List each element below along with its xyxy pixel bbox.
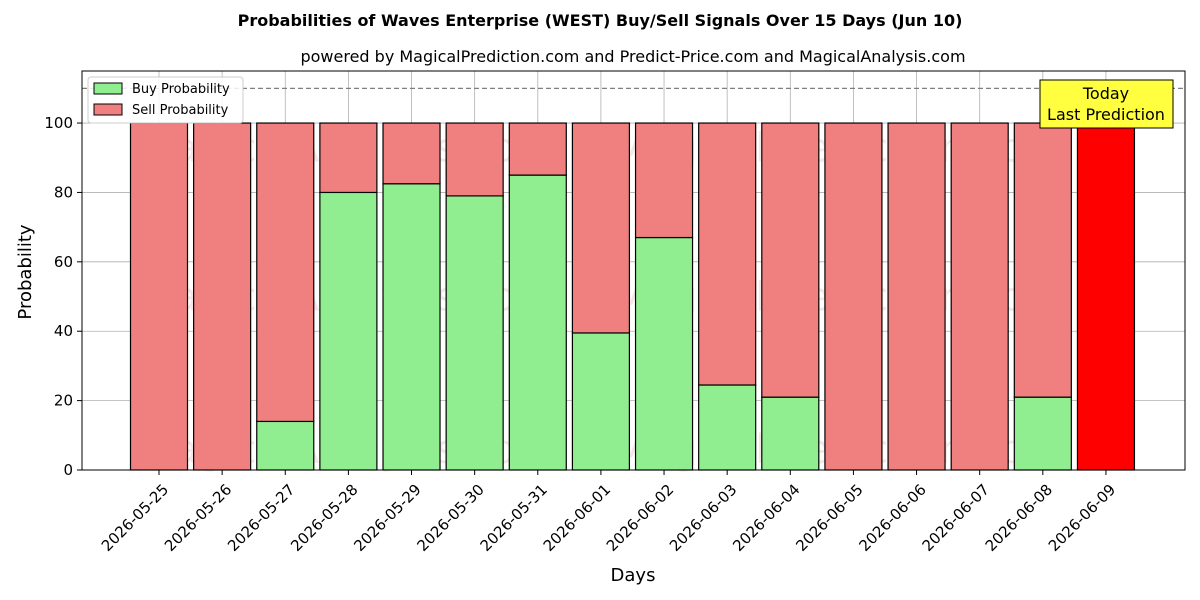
sell-bar [129,122,189,471]
y-axis-label: Probability [15,224,36,319]
sell-bar [887,122,946,471]
annotation-text: Last Prediction [1047,105,1165,124]
x-tick-label: 2026-05-29 [350,481,424,555]
x-tick-label: 2026-06-07 [919,481,993,555]
buy-bar [508,174,567,471]
today-sell-bar [1076,122,1136,471]
legend-swatch [93,103,123,116]
sell-bar [193,122,252,471]
annotation-box [1039,79,1174,129]
y-tick-label: 20 [54,392,73,410]
x-tick-label: 2026-05-26 [161,481,235,555]
buy-bar [761,396,820,471]
legend-label: Buy Probability [132,82,230,97]
sell-bar [950,122,1009,471]
legend-box [87,76,244,124]
buy-bar [1013,396,1072,471]
x-tick-label: 2026-06-01 [540,481,614,555]
annotation-text: Today [1082,84,1129,103]
x-tick-label: 2026-05-27 [224,481,298,555]
y-tick-label: 80 [54,183,73,201]
x-tick-label: 2026-06-09 [1045,481,1119,555]
axes-frame [81,70,1186,471]
x-tick-label: 2026-06-08 [982,481,1056,555]
sell-bar [319,122,378,194]
buy-bar [319,191,378,471]
chart-subtitle: powered by MagicalPrediction.com and Pre… [300,47,965,66]
x-tick-label: 2026-05-25 [98,481,172,555]
sell-bar [634,122,694,239]
sell-bar [445,122,504,197]
sell-bar [824,122,883,471]
x-tick-label: 2026-06-03 [666,481,740,555]
y-tick-label: 40 [54,322,73,340]
buy-bar [571,332,631,471]
y-tick-label: 0 [63,461,73,479]
buy-bar [698,384,757,471]
y-tick-label: 100 [44,114,73,132]
x-tick-label: 2026-05-28 [287,481,361,555]
sell-bar [761,122,820,398]
buy-bar [445,195,504,471]
buy-bar [382,183,441,471]
legend: Buy Probability Sell Probability [87,76,244,124]
sell-bar [382,122,441,185]
plot-area: MagicalAnalysis.comMagicalPrediction.com… [44,70,1186,555]
legend-label: Sell Probability [132,103,229,118]
x-tick-label: 2026-05-30 [414,481,488,555]
sell-bar [1013,122,1072,398]
x-tick-label: 2026-06-05 [792,481,866,555]
chart-title: Probabilities of Waves Enterprise (WEST)… [238,11,963,30]
x-tick-label: 2026-06-02 [603,481,677,555]
y-tick-label: 60 [54,253,73,271]
sell-bar [698,122,757,386]
x-tick-label: 2026-06-04 [729,481,803,555]
x-tick-label: 2026-05-31 [477,481,551,555]
x-tick-label: 2026-06-06 [855,481,929,555]
today-annotation: Today Last Prediction [1039,79,1174,129]
buy-bar [256,420,315,471]
legend-swatch [93,82,123,95]
sell-bar [571,122,631,334]
sell-bar [256,122,315,423]
buy-bar [634,236,694,471]
x-axis-label: Days [611,565,656,586]
sell-bar [508,122,567,176]
